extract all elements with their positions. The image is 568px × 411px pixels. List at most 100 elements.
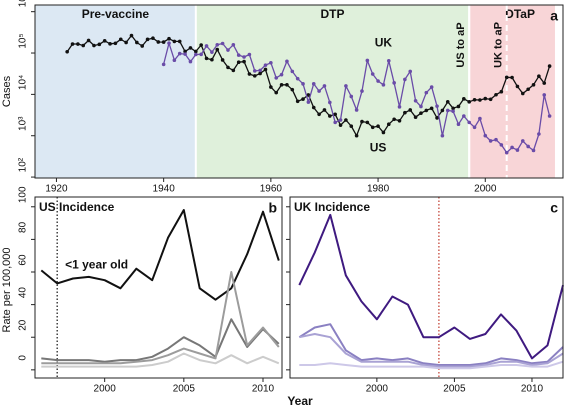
data-point [419, 111, 423, 116]
data-point [510, 145, 514, 150]
data-point [504, 75, 509, 80]
y-axis-label: Cases [1, 75, 13, 107]
data-point [547, 114, 552, 118]
data-point [183, 52, 187, 56]
data-point [258, 68, 262, 73]
data-point [183, 49, 187, 54]
data-point [403, 110, 407, 115]
data-point [285, 83, 289, 87]
panel-letter: b [268, 200, 277, 216]
data-point [76, 42, 80, 46]
y-tick-label: 40 [18, 287, 29, 299]
data-point [177, 51, 182, 56]
x-tick-label: 2005 [443, 384, 466, 395]
data-point [274, 76, 279, 80]
data-point [151, 36, 155, 41]
series-line [298, 323, 564, 366]
data-point [408, 69, 413, 74]
y-tick-label: 10⁴ [18, 75, 29, 90]
data-point [285, 59, 289, 64]
data-point [311, 82, 316, 86]
data-point [338, 123, 343, 127]
data-point [188, 46, 193, 50]
data-point [188, 59, 193, 64]
data-point [392, 117, 396, 122]
data-point [279, 72, 284, 77]
data-point [86, 38, 91, 43]
data-point [424, 90, 429, 95]
data-point [488, 139, 493, 143]
series-line [41, 271, 280, 365]
data-point [311, 105, 316, 110]
data-point [135, 40, 139, 45]
x-tick-label: 1960 [260, 184, 283, 195]
data-point [252, 74, 257, 78]
data-point [236, 53, 241, 57]
y-tick-label: 10⁶ [18, 0, 29, 7]
data-point [456, 122, 461, 127]
data-point [108, 42, 112, 46]
data-point [194, 49, 198, 54]
data-point [220, 41, 225, 46]
data-point [172, 58, 177, 63]
data-point [199, 43, 203, 47]
data-point [161, 62, 166, 67]
data-point [462, 97, 466, 101]
series-label: US [370, 140, 387, 154]
data-point [231, 68, 236, 73]
data-point [488, 97, 493, 102]
region-label: DTP [321, 7, 345, 21]
data-point [172, 39, 177, 44]
data-point [467, 120, 471, 125]
data-point [210, 57, 214, 62]
panel-letter: a [550, 8, 558, 24]
data-point [376, 79, 380, 83]
data-point [526, 87, 530, 92]
data-point [515, 84, 520, 89]
data-point [247, 72, 252, 76]
series-line [41, 352, 280, 368]
data-point [328, 114, 332, 118]
data-point [547, 64, 552, 68]
data-point [129, 33, 134, 38]
data-point [451, 106, 455, 111]
data-point [97, 42, 102, 47]
data-point [215, 47, 220, 52]
x-tick-label: 2000 [366, 384, 389, 395]
plot-frame [34, 196, 283, 379]
data-point [306, 100, 311, 104]
data-point [445, 108, 450, 113]
data-point [542, 93, 547, 97]
data-point [504, 150, 509, 155]
data-point [499, 143, 504, 147]
data-point [354, 108, 359, 112]
data-point [124, 40, 128, 45]
data-point [344, 84, 348, 88]
data-point [413, 98, 418, 103]
data-point [381, 83, 386, 87]
series-line [41, 318, 280, 363]
series-line [40, 209, 280, 301]
data-point [392, 81, 396, 85]
data-point [370, 125, 375, 130]
x-tick-label: 2010 [252, 384, 275, 395]
data-point [403, 77, 407, 82]
data-point [220, 58, 225, 62]
data-point [542, 81, 547, 85]
data-point [483, 96, 488, 101]
data-point [510, 75, 514, 80]
data-point [274, 90, 279, 95]
data-point [456, 104, 461, 109]
x-tick-label: 2005 [173, 384, 196, 395]
data-point [472, 125, 477, 130]
data-point [338, 118, 343, 122]
data-point [429, 85, 434, 89]
data-point [215, 43, 220, 47]
data-point [435, 104, 439, 108]
data-point [231, 43, 236, 47]
y-axis-label: Rate per 100,000 [1, 247, 13, 332]
data-point [301, 97, 305, 101]
data-point [440, 108, 445, 113]
data-point [494, 92, 498, 97]
